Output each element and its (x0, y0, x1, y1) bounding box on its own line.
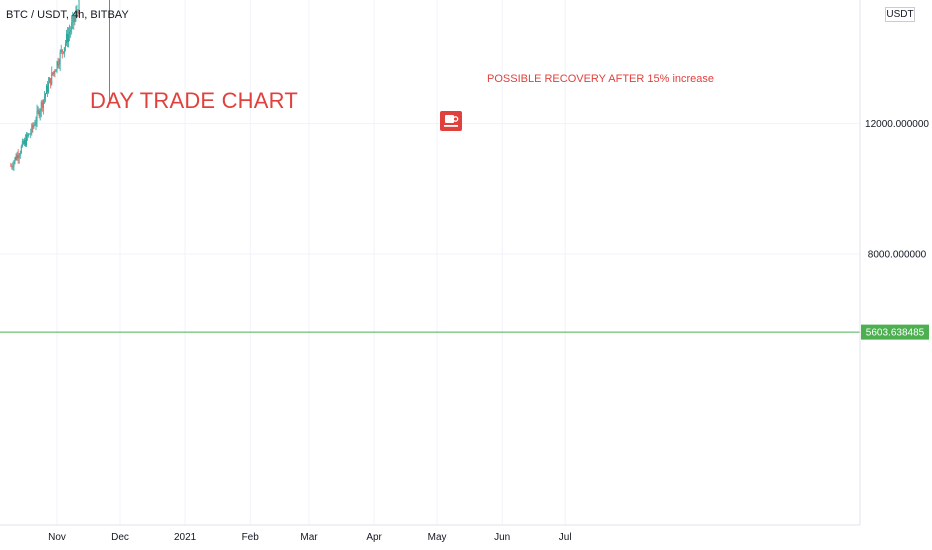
candle-body (64, 42, 66, 48)
candle-body (75, 12, 77, 18)
currency-selector[interactable]: USDT (885, 7, 915, 22)
candle-body (20, 146, 22, 154)
candle-body (56, 61, 58, 71)
candle-body (53, 71, 55, 74)
candle-body (40, 101, 42, 111)
candle-body (43, 96, 45, 100)
candle-body (50, 78, 52, 85)
coffee-icon-saucer (444, 125, 458, 127)
candle-body (73, 16, 75, 23)
candle-body (62, 51, 64, 53)
grid (0, 0, 860, 525)
candle-body (18, 155, 20, 159)
candle-body (55, 70, 57, 72)
coffee-cup-icon (440, 111, 462, 131)
candle-body (67, 33, 68, 43)
candle-body (48, 83, 50, 93)
candle-body (70, 30, 72, 33)
candles (10, 0, 110, 172)
candle-body (47, 85, 48, 93)
candle-body (15, 157, 17, 160)
candle-body (66, 33, 67, 43)
candle-body (71, 22, 73, 31)
candle-body (76, 12, 78, 13)
candle-body (49, 78, 51, 84)
coffee-icon-handle (452, 116, 459, 122)
candle-body (28, 133, 30, 137)
candle-body (25, 139, 26, 146)
candle-body (51, 72, 53, 85)
candle-body (32, 125, 34, 128)
candle-body (74, 17, 76, 23)
candle-body (37, 110, 39, 112)
candle-body (35, 121, 37, 125)
candle-body (29, 133, 31, 135)
candle-body (72, 16, 74, 23)
candle-body (54, 71, 56, 72)
candle-body (78, 0, 80, 14)
level-label-bg (861, 324, 929, 340)
candle-body (58, 64, 60, 66)
y-tick-label: 8000.000000 (868, 250, 927, 261)
candle-body (30, 132, 32, 135)
candle-body (57, 61, 59, 66)
candle-body (41, 101, 43, 108)
candle-body (36, 110, 38, 122)
candle-body (77, 12, 79, 14)
candle-body (42, 99, 44, 108)
candle-body (11, 166, 13, 167)
candle-body (17, 154, 19, 159)
candle-body (14, 157, 16, 162)
candle-body (26, 134, 27, 146)
candle-body (22, 141, 24, 144)
candle-body (52, 72, 54, 74)
candle-body (39, 110, 41, 116)
candle-body (46, 85, 47, 94)
candle-body (24, 139, 25, 144)
markers (440, 111, 462, 131)
coffee-icon-cup (445, 115, 454, 123)
candle-body (12, 166, 14, 168)
chart-annotation-note: POSSIBLE RECOVERY AFTER 15% increase (487, 73, 715, 85)
candle-body (59, 51, 61, 65)
x-tick-label: Feb (242, 532, 260, 543)
x-tick-label: May (428, 532, 447, 543)
candle-body (27, 134, 29, 137)
x-tick-label: Mar (300, 532, 318, 543)
candle-body (38, 110, 40, 116)
candle-body (34, 124, 36, 126)
candle-body (16, 154, 18, 160)
candle-body (10, 165, 12, 167)
candle-body (21, 141, 23, 147)
candle-body (19, 153, 21, 156)
chart-annotation-title: DAY TRADE CHART (90, 88, 298, 113)
candle-body (13, 161, 15, 167)
x-tick-label: 2021 (174, 532, 197, 543)
x-tick-label: Jul (559, 532, 572, 543)
candle-body (60, 49, 62, 52)
candle-body (31, 125, 33, 133)
candle-body (61, 49, 63, 52)
x-tick-label: Dec (111, 532, 129, 543)
y-tick-label: 12000.000000 (865, 119, 929, 130)
candle-body (45, 93, 46, 97)
x-tick-label: Nov (48, 532, 66, 543)
candle-body (69, 32, 71, 35)
symbol-legend: BTC / USDT, 4h, BITBAY (6, 9, 129, 21)
x-tick-label: Apr (366, 532, 382, 543)
candle-body (63, 47, 65, 53)
level-label: 5603.638485 (866, 328, 925, 339)
x-tick-label: Jun (494, 532, 510, 543)
candle-body (68, 34, 69, 43)
candle-body (33, 125, 35, 128)
horizontal-levels[interactable]: 64360.69961546961.11431529026.1571591711… (0, 0, 929, 340)
